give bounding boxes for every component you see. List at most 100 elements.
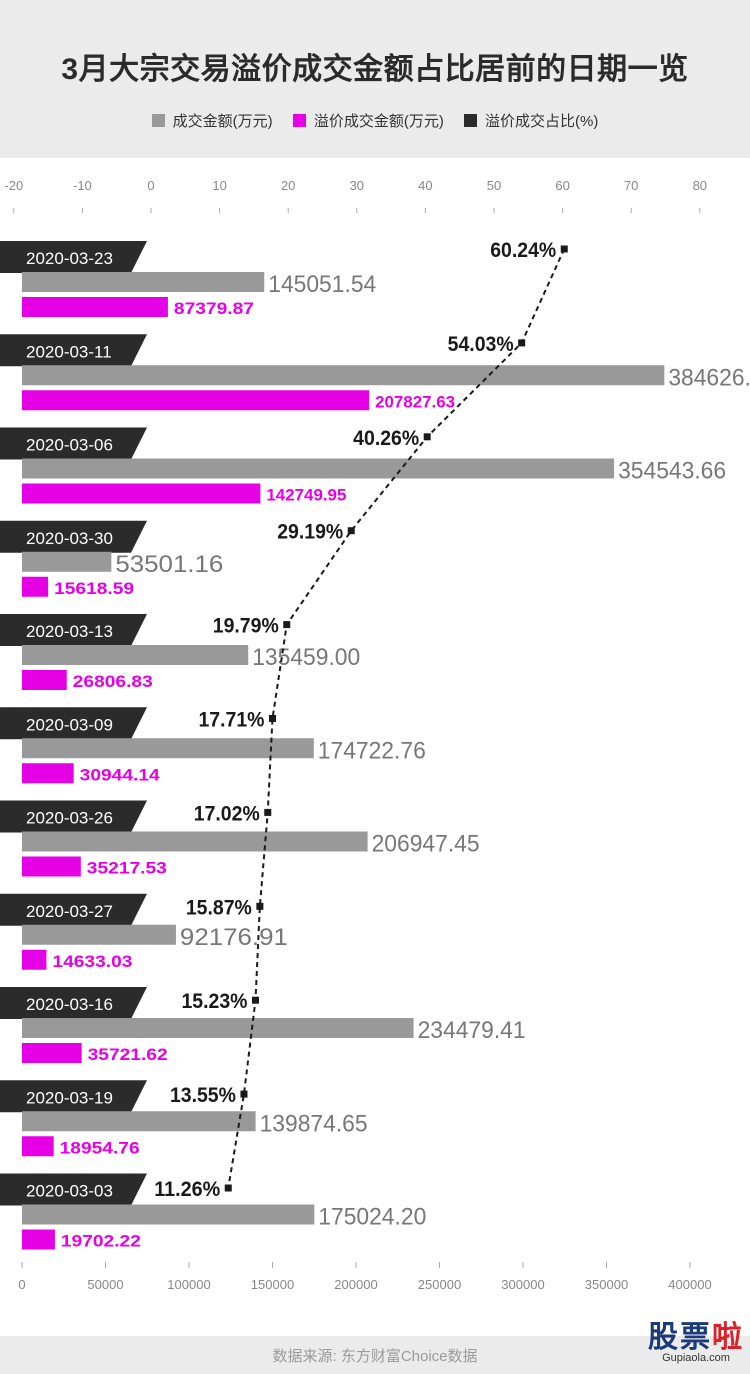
bar-total [22, 1111, 256, 1132]
bar-premium-label: 30944.14 [80, 765, 161, 784]
bar-premium [22, 576, 49, 597]
bar-premium [22, 763, 74, 784]
bar-premium-label: 87379.87 [174, 299, 254, 318]
ratio-point-label: 54.03% [448, 333, 514, 356]
ratio-point [256, 902, 264, 910]
bar-premium [22, 390, 370, 411]
legend-swatch-total [151, 114, 165, 127]
date-tag [0, 427, 147, 460]
bar-premium [22, 1043, 82, 1063]
watermark-accent: 啦 [712, 1320, 744, 1355]
bar-total [22, 831, 368, 852]
bar-total [22, 272, 265, 292]
bar-premium-label: 19702.22 [61, 1232, 141, 1251]
top-axis-tick-label: -10 [73, 178, 92, 193]
date-tag [0, 707, 147, 740]
bottom-axis-tick-label: 50000 [87, 1277, 123, 1292]
bar-total-label: 175024.20 [318, 1204, 426, 1231]
date-tag [0, 520, 147, 553]
ratio-point-label: 17.02% [194, 802, 260, 825]
chart-footer: 数据来源: 东方财富Choice数据 [0, 1336, 750, 1374]
legend-item-total: 成交金额(万元) [151, 110, 273, 131]
bar-total-label: 174722.76 [318, 737, 426, 764]
date-tag [0, 987, 147, 1019]
ratio-point-label: 11.26% [154, 1178, 220, 1201]
ratio-point [347, 527, 355, 535]
bar-premium-label: 18954.76 [60, 1138, 140, 1157]
date-tag-label: 2020-03-03 [26, 1182, 113, 1201]
ratio-point [560, 245, 568, 253]
legend-label-premium: 溢价成交金额(万元) [313, 113, 444, 130]
date-tag [0, 893, 147, 926]
legend-item-premium: 溢价成交金额(万元) [292, 110, 444, 131]
bottom-axis-tick-label: 400000 [668, 1277, 711, 1292]
bottom-axis-tick-label: 0 [18, 1277, 25, 1292]
ratio-point-label: 13.55% [170, 1084, 236, 1107]
top-axis-tick-label: 10 [212, 178, 226, 193]
date-tag-label: 2020-03-30 [26, 529, 113, 548]
date-tag-label: 2020-03-11 [26, 342, 112, 361]
top-axis-tick-label: 0 [147, 178, 154, 193]
ratio-point [268, 715, 276, 722]
watermark-main: 股票 [648, 1320, 712, 1355]
bottom-axis-tick-label: 250000 [418, 1277, 461, 1292]
ratio-line [227, 248, 566, 1189]
bar-total [22, 738, 314, 759]
bar-total [22, 551, 112, 572]
ratio-point [240, 1090, 248, 1098]
top-axis-tick-label: -20 [4, 178, 23, 193]
bottom-axis-tick-label: 150000 [251, 1277, 294, 1292]
ratio-point [518, 339, 526, 347]
data-source: 数据来源: 东方财富Choice数据 [272, 1348, 478, 1365]
date-tag-label: 2020-03-23 [26, 249, 113, 268]
bar-total-label: 354543.66 [618, 458, 726, 485]
bar-premium [22, 297, 168, 317]
top-axis-tick-label: 60 [555, 178, 569, 193]
bottom-axis-tick-label: 350000 [585, 1277, 628, 1292]
legend-label-total: 成交金额(万元) [172, 113, 273, 130]
legend-swatch-ratio [464, 114, 477, 127]
bar-premium-label: 142749.95 [266, 486, 346, 505]
top-axis-tick-label: 20 [281, 178, 295, 193]
ratio-point-label: 60.24% [490, 239, 556, 262]
ratio-point [251, 996, 259, 1004]
date-tag [0, 614, 147, 646]
bottom-axis-tick-label: 200000 [334, 1277, 377, 1292]
ratio-point-label: 15.87% [186, 896, 252, 919]
bar-premium [22, 1229, 55, 1250]
top-axis-tick-label: 40 [418, 178, 432, 193]
date-tag-label: 2020-03-19 [26, 1088, 113, 1107]
ratio-point-label: 40.26% [353, 427, 419, 450]
bar-premium-label: 14633.03 [52, 952, 132, 971]
bar-total-label: 53501.16 [115, 551, 223, 578]
bar-total [22, 924, 176, 945]
bar-total [22, 645, 249, 665]
bar-total [22, 458, 615, 479]
date-tag-label: 2020-03-26 [26, 809, 113, 828]
ratio-point [224, 1184, 232, 1192]
bar-total-label: 139874.65 [260, 1110, 368, 1137]
ratio-point [423, 433, 431, 441]
watermark-url: Gupiaola.com [662, 1352, 730, 1364]
bar-premium-label: 26806.83 [73, 672, 153, 691]
chart-legend: 成交金额(万元) 溢价成交金额(万元) 溢价成交占比(%) [0, 110, 750, 131]
ratio-point [283, 621, 291, 629]
ratio-point-label: 19.79% [213, 615, 279, 638]
bar-premium-label: 207827.63 [375, 392, 455, 411]
chart-header: 3月大宗交易溢价成交金额占比居前的日期一览 成交金额(万元) 溢价成交金额(万元… [0, 0, 750, 158]
date-tag-label: 2020-03-13 [26, 622, 113, 641]
bar-total-label: 234479.41 [418, 1017, 526, 1044]
bar-premium [22, 949, 47, 970]
top-axis-tick-label: 30 [350, 178, 364, 193]
ratio-point-label: 15.23% [181, 990, 247, 1013]
watermark-text: 股票啦 [648, 1312, 744, 1356]
bar-premium [22, 483, 261, 504]
bar-total [22, 1018, 414, 1038]
bar-total-label: 145051.54 [268, 271, 376, 298]
bar-total-label: 135459.00 [252, 644, 360, 671]
date-tag-label: 2020-03-09 [26, 715, 113, 734]
date-tag-label: 2020-03-06 [26, 436, 113, 455]
legend-label-ratio: 溢价成交占比(%) [485, 113, 599, 130]
legend-item-ratio: 溢价成交占比(%) [464, 110, 598, 131]
date-tag [0, 334, 147, 367]
